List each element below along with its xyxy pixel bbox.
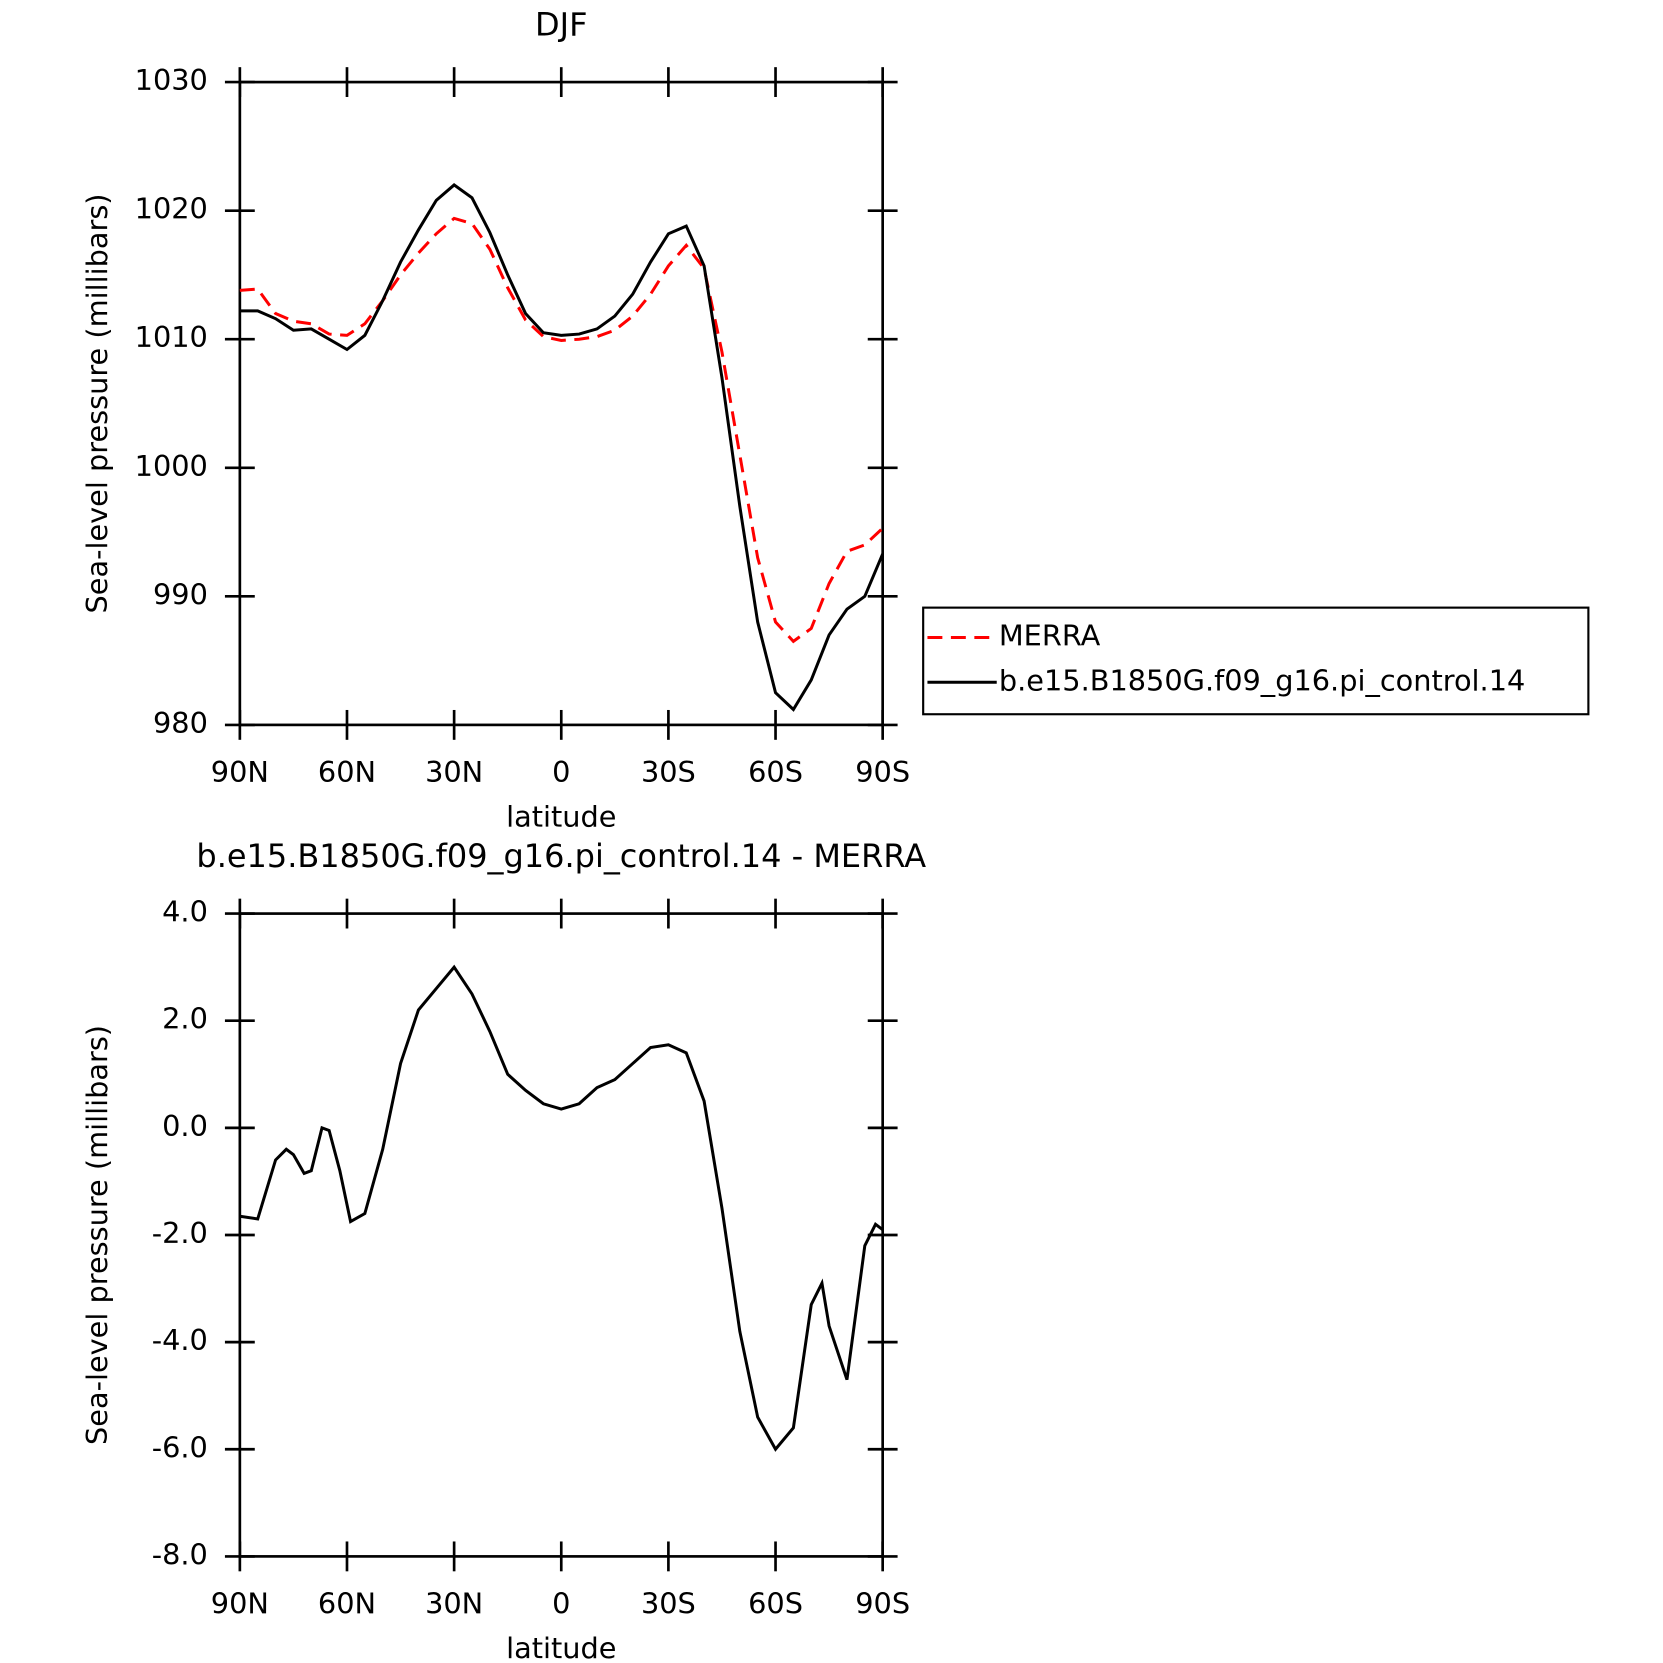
x-tick-label: 0 xyxy=(552,755,570,789)
x-tick-label: 30S xyxy=(641,755,696,789)
y-axis-label: Sea-level pressure (millibars) xyxy=(80,193,114,613)
x-axis-label: latitude xyxy=(506,1631,616,1663)
x-tick-label: 60N xyxy=(318,1586,376,1620)
y-tick-label: 0.0 xyxy=(162,1109,208,1143)
legend-label: MERRA xyxy=(999,618,1101,652)
y-tick-label: -8.0 xyxy=(152,1537,208,1571)
chart-title: b.e15.B1850G.f09_g16.pi_control.14 - MER… xyxy=(196,837,926,875)
y-tick-label: 1030 xyxy=(135,63,208,97)
y-tick-label: 2.0 xyxy=(162,1002,208,1036)
y-axis-label: Sea-level pressure (millibars) xyxy=(80,1025,114,1445)
y-tick-label: -4.0 xyxy=(152,1323,208,1357)
line-series xyxy=(239,964,884,1452)
x-tick-label: 60S xyxy=(748,1586,803,1620)
x-axis-label: latitude xyxy=(506,800,616,834)
y-tick-label: 1000 xyxy=(135,449,208,483)
x-tick-label: 60S xyxy=(748,755,803,789)
plot-frame xyxy=(238,80,885,727)
y-tick-label: 4.0 xyxy=(162,895,208,929)
x-tick-label: 60N xyxy=(318,755,376,789)
x-tick-label: 30N xyxy=(425,755,483,789)
x-tick-label: 90N xyxy=(211,1586,269,1620)
legend-label: b.e15.B1850G.f09_g16.pi_control.14 xyxy=(999,663,1525,697)
legend-box xyxy=(922,606,1590,716)
y-tick-label: -2.0 xyxy=(152,1216,208,1250)
x-tick-label: 0 xyxy=(552,1586,570,1620)
chart-title: DJF xyxy=(535,6,587,44)
x-tick-label: 90S xyxy=(855,755,910,789)
y-tick-label: -6.0 xyxy=(152,1430,208,1464)
x-tick-label: 90S xyxy=(855,1586,910,1620)
line-series xyxy=(239,216,884,644)
x-tick-label: 30N xyxy=(425,1586,483,1620)
y-tick-label: 980 xyxy=(153,706,208,740)
x-tick-label: 30S xyxy=(641,1586,696,1620)
line-series xyxy=(239,183,885,712)
y-tick-label: 1010 xyxy=(135,320,208,354)
plot-frame xyxy=(238,912,885,1558)
y-tick-label: 990 xyxy=(153,577,208,611)
y-tick-label: 1020 xyxy=(135,192,208,226)
x-tick-label: 90N xyxy=(211,755,269,789)
